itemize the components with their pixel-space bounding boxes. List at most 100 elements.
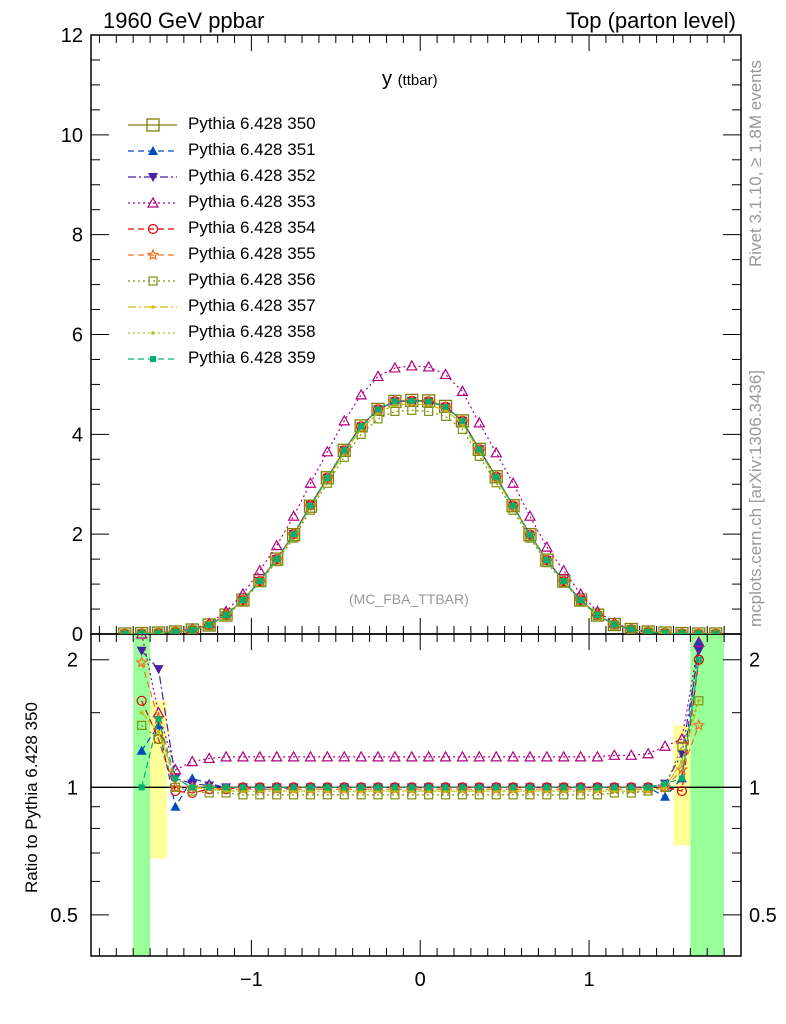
ratio-point-359 — [678, 775, 685, 782]
ratio-ytick-label: 2 — [67, 650, 78, 672]
ratio-point-359 — [577, 784, 584, 791]
ratio-point-353 — [608, 749, 621, 760]
ratio-point-359 — [510, 784, 517, 791]
ratio-ytick-label: 0.5 — [50, 905, 78, 927]
main-point-359 — [408, 397, 415, 404]
ratio-frame — [90, 633, 742, 957]
ratio-point-352 — [693, 646, 704, 656]
rivet-version-label: Rivet 3.1.10, ≥ 1.8M events — [746, 60, 765, 267]
main-point-356 — [694, 629, 704, 634]
main-point-359 — [206, 622, 213, 629]
ratio-point-353 — [574, 750, 587, 762]
ratio-point-359 — [695, 656, 702, 663]
ratio-point-355 — [135, 655, 148, 668]
ratio-point-359 — [662, 780, 669, 787]
ratio-point-353 — [557, 750, 570, 762]
legend-swatch — [128, 146, 177, 155]
ratio-band-3 — [690, 634, 725, 956]
ratio-series-line-351 — [141, 642, 700, 809]
ratio-series-line-355 — [141, 662, 700, 790]
ratio-point-353 — [304, 750, 317, 762]
main-point-359 — [290, 531, 297, 538]
ratio-point-359 — [560, 784, 567, 791]
main-point-353 — [405, 359, 418, 371]
analysis-tag: (MC_FBA_TTBAR) — [349, 591, 469, 607]
main-point-359 — [594, 612, 601, 619]
ratio-point-359 — [526, 784, 533, 791]
main-point-356 — [373, 414, 383, 424]
ratio-point-353 — [625, 749, 638, 760]
ratio-point-359 — [189, 784, 196, 791]
main-point-353 — [355, 388, 368, 400]
ratio-y-axis-label: Ratio to Pythia 6.428 350 — [22, 702, 41, 893]
ratio-point-353 — [473, 750, 486, 762]
legend-swatch — [128, 223, 177, 235]
ratio-point-359 — [391, 784, 398, 791]
ratio-point-358 — [696, 699, 701, 703]
main-point-359 — [526, 531, 533, 538]
main-point-350 — [354, 419, 368, 433]
main-series-group — [118, 359, 723, 634]
legend-marker — [148, 146, 158, 155]
main-point-359 — [273, 556, 280, 563]
main-point-359 — [628, 626, 635, 633]
ratio-point-351 — [170, 801, 181, 811]
ratio-point-359 — [442, 784, 449, 791]
ratio-point-353 — [220, 750, 233, 762]
ratio-point-351 — [660, 791, 671, 801]
ratio-point-353 — [135, 634, 148, 639]
ratio-point-356 — [137, 720, 147, 730]
main-point-353 — [270, 539, 283, 551]
main-point-359 — [341, 447, 348, 454]
ratio-point-353 — [253, 750, 266, 762]
plot-title-sub: (ttbar) — [397, 72, 438, 89]
ratio-point-353 — [456, 750, 469, 762]
legend-label: Pythia 6.428 356 — [188, 270, 316, 289]
ratio-point-353 — [405, 750, 418, 762]
ratio-xtick-label: 1 — [583, 969, 594, 991]
ratio-point-359 — [341, 784, 348, 791]
ratio-point-353 — [388, 750, 401, 762]
ratio-point-359 — [425, 784, 432, 791]
ratio-band-2 — [673, 725, 691, 846]
main-ytick-label: 6 — [72, 325, 83, 347]
main-point-359 — [172, 629, 179, 634]
legend-swatch — [128, 276, 177, 286]
main-point-359 — [239, 597, 246, 604]
ratio-series-line-354 — [141, 659, 700, 794]
legend-marker — [146, 248, 160, 261]
main-point-359 — [324, 474, 331, 481]
main-point-359 — [577, 597, 584, 604]
ratio-series-group — [135, 634, 705, 811]
ratio-point-359 — [628, 784, 635, 791]
ratio-point-353 — [287, 750, 300, 762]
main-point-359 — [121, 631, 128, 634]
main-point-353 — [321, 445, 334, 457]
legend-marker — [151, 331, 155, 335]
ratio-ytick-label-right: 0.5 — [749, 905, 777, 927]
ratio-point-359 — [324, 784, 331, 791]
ratio-band-0 — [133, 634, 151, 956]
main-point-359 — [155, 630, 162, 634]
legend-swatch — [128, 118, 177, 132]
main-point-353 — [253, 564, 266, 576]
main-ytick-label: 0 — [72, 624, 83, 646]
ratio-point-359 — [476, 784, 483, 791]
ratio-point-351 — [693, 637, 704, 647]
ratio-point-356 — [694, 696, 704, 706]
ratio-point-359 — [206, 784, 213, 791]
ratio-point-359 — [290, 784, 297, 791]
ratio-point-359 — [459, 784, 466, 791]
main-point-353 — [439, 368, 452, 380]
main-point-356 — [424, 406, 434, 416]
legend-marker — [146, 118, 160, 132]
legend-swatch — [128, 331, 177, 335]
main-point-359 — [223, 612, 230, 619]
legend-marker — [151, 305, 155, 309]
ratio-point-352 — [153, 665, 164, 675]
main-point-359 — [307, 502, 314, 509]
legend-swatch — [128, 173, 177, 182]
main-point-359 — [493, 473, 500, 480]
main-point-353 — [388, 361, 401, 373]
